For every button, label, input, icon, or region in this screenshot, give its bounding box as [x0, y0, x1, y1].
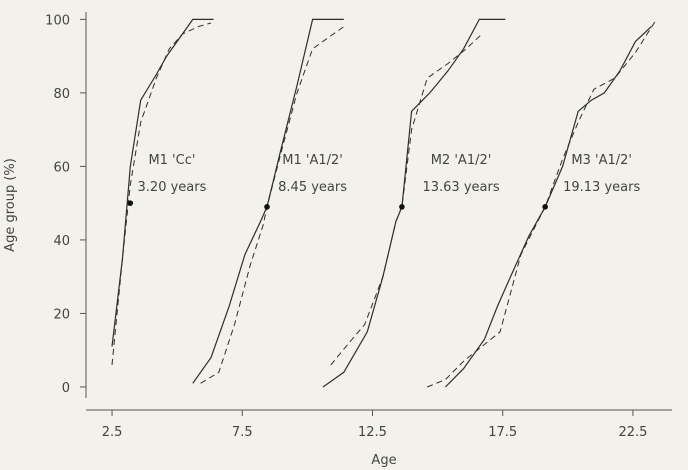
- x-axis-title: Age: [371, 453, 396, 468]
- annotation-years: 13.63 years: [422, 180, 499, 195]
- x-tick-label: 7.5: [232, 425, 253, 440]
- median-markers: [127, 200, 548, 210]
- median-marker: [264, 204, 270, 210]
- dashed-series-line: [200, 26, 345, 384]
- median-marker: [542, 204, 548, 210]
- annotation-label: M3 'A1/2': [571, 153, 632, 168]
- dashed-series-line: [330, 33, 483, 366]
- y-tick-label: 40: [53, 234, 70, 249]
- solid-series-line: [322, 18, 506, 388]
- annotations: M1 'Cc' 3.20 years M1 'A1/2' 8.45 years M2 '…: [138, 153, 641, 195]
- dashed-series-line: [427, 19, 657, 388]
- x-tick-label: 22.5: [618, 425, 647, 440]
- x-tick-label: 12.5: [358, 425, 387, 440]
- annotation-years: 19.13 years: [563, 180, 640, 195]
- y-tick-label: 0: [62, 381, 70, 396]
- annotation-label: M1 'A1/2': [282, 153, 343, 168]
- y-axis-title: Age group (%): [3, 158, 18, 252]
- solid-series-line: [192, 18, 344, 384]
- y-tick-label: 100: [45, 13, 70, 28]
- x-tick-label: 2.5: [102, 425, 123, 440]
- annotation-label: M2 'A1/2': [431, 153, 492, 168]
- annotation-years: 8.45 years: [278, 180, 347, 195]
- x-tick-label: 17.5: [488, 425, 517, 440]
- axes: 0 20 40 60 80 100 2.5 7.5 12.5 17.5 22.5: [45, 12, 672, 440]
- annotation-years: 3.20 years: [138, 180, 207, 195]
- annotation-label: M1 'Cc': [148, 153, 195, 168]
- y-tick-label: 20: [53, 307, 70, 322]
- y-tick-label: 60: [53, 160, 70, 175]
- median-marker: [399, 204, 405, 210]
- solid-series-line: [444, 26, 652, 388]
- y-tick-label: 80: [53, 87, 70, 102]
- series-lines: [111, 18, 657, 388]
- dashed-series-line: [111, 22, 212, 365]
- median-marker: [127, 200, 134, 206]
